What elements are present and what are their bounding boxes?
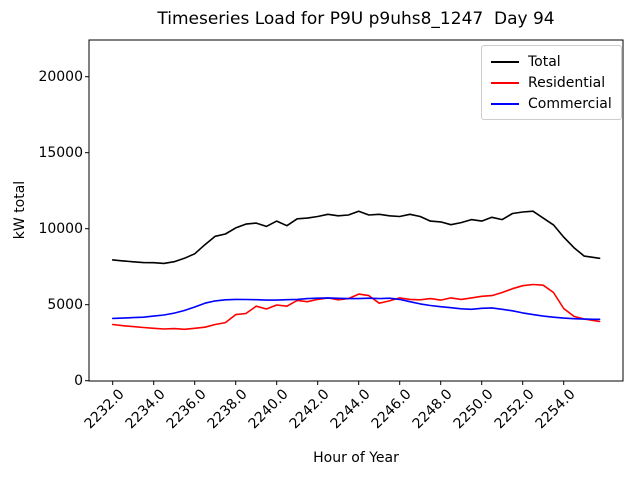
legend-line-sample bbox=[491, 81, 519, 84]
y-tick-label: 0 bbox=[74, 372, 83, 389]
legend-item-total: Total bbox=[491, 51, 612, 72]
legend-item-residential: Residential bbox=[491, 72, 612, 93]
legend-line-sample bbox=[491, 60, 519, 63]
y-tick-label: 5000 bbox=[47, 296, 83, 313]
series-line-residential bbox=[111, 283, 601, 331]
chart-title: Timeseries Load for P9U p9uhs8_1247 Day … bbox=[157, 9, 555, 29]
series-line-commercial bbox=[111, 297, 601, 321]
legend-line-sample bbox=[491, 102, 519, 105]
y-tick-label: 10000 bbox=[38, 220, 83, 237]
series-line-total bbox=[111, 210, 601, 265]
y-tick-label: 20000 bbox=[38, 68, 83, 85]
legend-item-commercial: Commercial bbox=[491, 93, 612, 114]
x-axis-label: Hour of Year bbox=[313, 450, 399, 466]
legend: Total Residential Commercial bbox=[481, 45, 622, 120]
axes-frame bbox=[88, 39, 624, 382]
y-tick-label: 15000 bbox=[38, 144, 83, 161]
legend-item-label: Residential bbox=[528, 74, 606, 91]
legend-item-label: Total bbox=[528, 53, 561, 70]
y-axis-label: kW total bbox=[12, 180, 28, 240]
legend-item-label: Commercial bbox=[528, 95, 612, 112]
